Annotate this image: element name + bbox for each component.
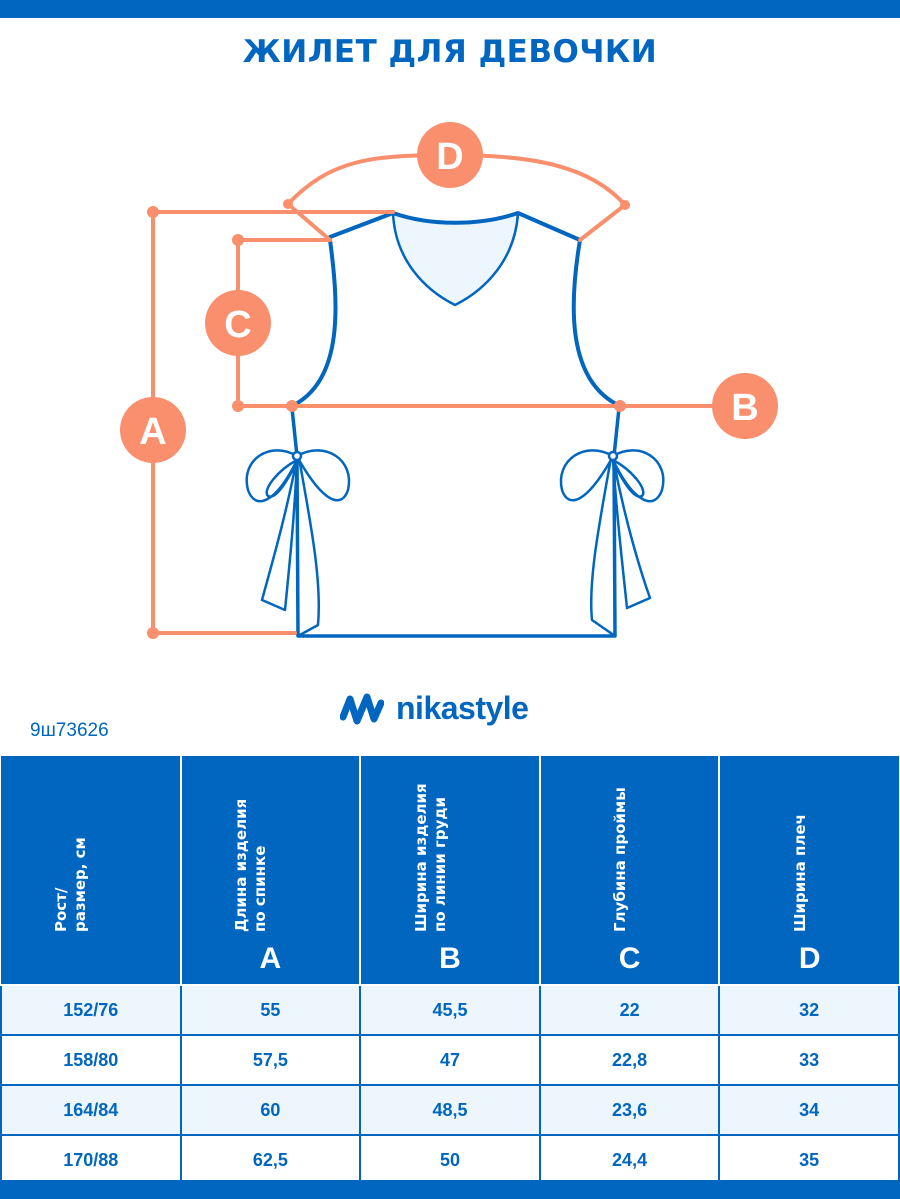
cell: 45,5 <box>359 984 541 1036</box>
svg-text:C: C <box>224 304 251 346</box>
left-bow <box>245 449 351 638</box>
cell: 22,8 <box>538 1034 721 1086</box>
cell: 57,5 <box>179 1034 362 1086</box>
badge-a: A <box>120 397 186 463</box>
cell: 164/84 <box>0 1084 182 1136</box>
vest-measurement-diagram: A B C D <box>120 122 778 639</box>
cell: 22 <box>538 984 721 1036</box>
measurement-dots <box>147 199 630 639</box>
left-armhole <box>290 238 338 408</box>
cell: 62,5 <box>179 1134 362 1186</box>
measurement-badges: A B C D <box>120 122 778 463</box>
cell: 23,6 <box>538 1084 721 1136</box>
bottom-bar <box>0 1180 900 1199</box>
table-header-row: Рост/размер, см Длина изделия по спинке A … <box>1 756 899 986</box>
right-armhole <box>571 238 622 408</box>
table-row: 152/76 55 45,5 22 32 <box>0 984 900 1036</box>
collar <box>391 211 520 307</box>
measure-a-line <box>151 210 395 635</box>
table-row: 170/88 62,5 50 24,4 35 <box>0 1134 900 1186</box>
vest-outline <box>245 211 665 638</box>
cell: 50 <box>359 1134 541 1186</box>
svg-text:D: D <box>436 136 463 178</box>
cell: 152/76 <box>0 984 182 1036</box>
cell: 34 <box>718 1084 900 1136</box>
cell: 48,5 <box>359 1084 541 1136</box>
svg-text:A: A <box>139 411 166 453</box>
cell: 24,4 <box>538 1134 721 1186</box>
table-row: 158/80 57,5 47 22,8 33 <box>0 1034 900 1086</box>
header-c: Глубина проймы C <box>538 756 721 986</box>
badge-d: D <box>417 122 483 188</box>
header-size: Рост/размер, см <box>1 756 182 986</box>
brand-logo: nikastyle <box>340 690 529 727</box>
right-bow <box>559 449 665 638</box>
badge-b: B <box>712 373 778 439</box>
cell: 35 <box>718 1134 900 1186</box>
cell: 33 <box>718 1034 900 1086</box>
cell: 55 <box>179 984 362 1036</box>
cell: 158/80 <box>0 1034 182 1086</box>
cell: 170/88 <box>0 1134 182 1186</box>
cell: 60 <box>179 1084 362 1136</box>
shoulders-neck <box>328 211 582 242</box>
header-d: Ширина плеч D <box>718 756 899 986</box>
header-b: Ширина изделия по линии груди B <box>359 756 541 986</box>
body-sides-hem <box>290 406 621 638</box>
size-table: Рост/размер, см Длина изделия по спинке A … <box>0 756 900 1186</box>
article-number: 9ш73626 <box>30 720 109 741</box>
nikastyle-logo-icon <box>340 693 384 724</box>
table-row: 164/84 60 48,5 23,6 34 <box>0 1084 900 1136</box>
page-title: ЖИЛЕТ ДЛЯ ДЕВОЧКИ <box>242 34 658 70</box>
badge-c: C <box>205 290 271 356</box>
top-bar <box>0 0 900 18</box>
header-a: Длина изделия по спинке A <box>179 756 362 986</box>
cell: 32 <box>718 984 900 1036</box>
brand-name: nikastyle <box>396 690 529 726</box>
svg-text:B: B <box>731 387 758 429</box>
cell: 47 <box>359 1034 541 1086</box>
